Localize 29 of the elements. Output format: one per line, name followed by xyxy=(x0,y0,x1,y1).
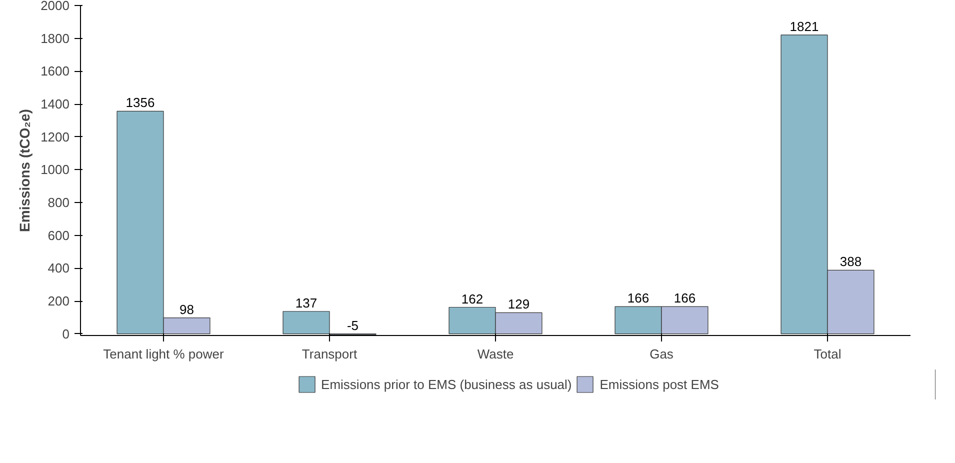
data-label: 162 xyxy=(461,291,484,306)
data-label: 129 xyxy=(508,296,530,312)
y-tick-label: 1400 xyxy=(40,96,70,112)
y-tick-label: 600 xyxy=(48,228,70,243)
data-label: 1821 xyxy=(790,18,819,34)
legend-label: Emissions post EMS xyxy=(600,376,719,392)
y-tick-label: 2000 xyxy=(40,0,70,13)
y-tick-label: 1800 xyxy=(40,30,70,46)
y-tick-label: 200 xyxy=(48,294,70,309)
data-label: 1356 xyxy=(126,95,155,110)
data-label: 388 xyxy=(840,254,862,270)
y-tick-label: 1200 xyxy=(40,129,70,144)
x-tick-label: Tenant light % power xyxy=(103,346,225,362)
data-label: 137 xyxy=(295,295,318,310)
y-tick-label: 800 xyxy=(48,195,70,210)
y-tick-label: 1600 xyxy=(40,64,70,79)
x-tick-label: Total xyxy=(814,346,842,362)
data-label: -5 xyxy=(346,318,359,333)
data-label: 98 xyxy=(180,302,194,317)
y-axis-title: Emissions (tCO₂e) xyxy=(16,109,33,232)
y-tick-label: 400 xyxy=(48,260,70,276)
x-tick-label: Gas xyxy=(650,346,674,362)
legend-label: Emissions prior to EMS (business as usual) xyxy=(321,376,572,392)
x-tick-label: Transport xyxy=(302,346,358,362)
y-tick-label: 1000 xyxy=(40,162,70,178)
x-tick-label: Waste xyxy=(477,346,514,362)
data-label: 166 xyxy=(627,290,650,306)
y-tick-label: 0 xyxy=(62,326,70,342)
data-label: 166 xyxy=(674,290,696,306)
